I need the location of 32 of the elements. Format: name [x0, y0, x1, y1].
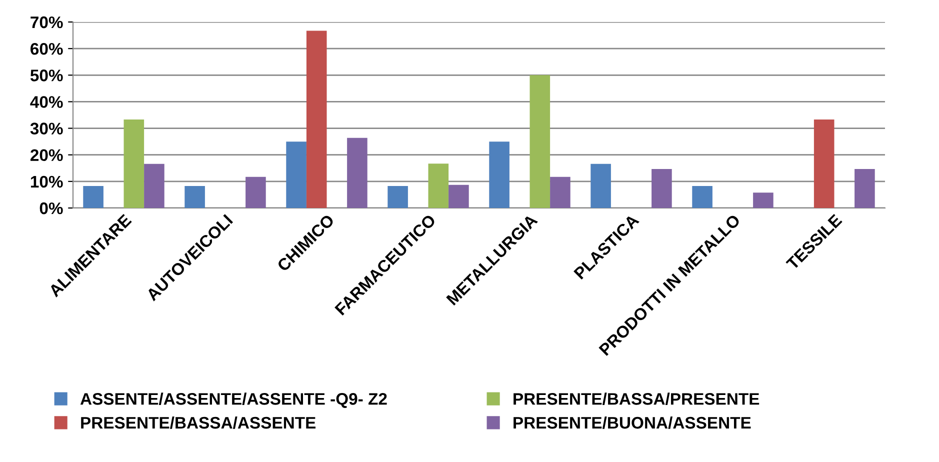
legend-label: ASSENTE/ASSENTE/ASSENTE -Q9- Z2	[80, 392, 387, 408]
y-tick-label: 30%	[30, 122, 63, 135]
bar	[184, 186, 205, 208]
bar	[692, 186, 712, 208]
bar	[590, 164, 611, 208]
legend-label: PRESENTE/BASSA/PRESENTE	[514, 392, 760, 406]
bar	[144, 164, 164, 208]
bar	[448, 184, 469, 208]
bar	[753, 192, 774, 208]
bar	[347, 138, 368, 208]
bar	[530, 75, 550, 208]
y-tick-label: 20%	[30, 149, 63, 162]
legend-label: PRESENTE/BUONA/ASSENTE	[514, 416, 751, 429]
bar	[83, 186, 104, 208]
bar	[306, 30, 327, 208]
bar	[286, 142, 306, 208]
bar	[489, 142, 510, 208]
bar	[388, 186, 408, 208]
bar	[246, 176, 266, 208]
y-tick-label: 10%	[30, 176, 63, 188]
bar	[550, 176, 570, 208]
y-tick-label: 0%	[40, 202, 63, 214]
bar	[652, 168, 672, 208]
y-tick-label: 60%	[30, 42, 63, 55]
legend-label: PRESENTE/BASSA/ASSENTE	[81, 416, 316, 429]
bar	[814, 120, 834, 208]
y-tick-label: 50%	[30, 70, 63, 82]
bar	[124, 120, 144, 208]
bar	[428, 164, 449, 208]
bar	[854, 168, 875, 208]
y-tick-label: 70%	[30, 16, 63, 28]
y-tick-label: 40%	[30, 96, 63, 108]
